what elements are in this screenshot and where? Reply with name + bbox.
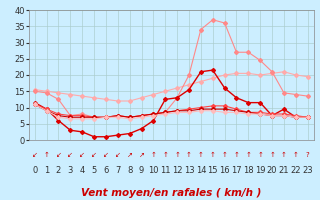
Text: ↙: ↙ <box>79 152 85 158</box>
Text: 21: 21 <box>279 166 289 175</box>
Text: ↑: ↑ <box>281 152 287 158</box>
Text: ↗: ↗ <box>127 152 132 158</box>
Text: ↙: ↙ <box>32 152 38 158</box>
Text: ↑: ↑ <box>269 152 275 158</box>
Text: ?: ? <box>306 152 309 158</box>
Text: ↑: ↑ <box>162 152 168 158</box>
Text: 10: 10 <box>148 166 159 175</box>
Text: ↑: ↑ <box>174 152 180 158</box>
Text: 9: 9 <box>139 166 144 175</box>
Text: 12: 12 <box>172 166 182 175</box>
Text: 16: 16 <box>219 166 230 175</box>
Text: ↑: ↑ <box>198 152 204 158</box>
Text: 8: 8 <box>127 166 132 175</box>
Text: 6: 6 <box>103 166 108 175</box>
Text: ↑: ↑ <box>293 152 299 158</box>
Text: 22: 22 <box>291 166 301 175</box>
Text: 7: 7 <box>115 166 121 175</box>
Text: 1: 1 <box>44 166 49 175</box>
Text: 2: 2 <box>56 166 61 175</box>
Text: ↑: ↑ <box>222 152 228 158</box>
Text: 20: 20 <box>267 166 277 175</box>
Text: ↙: ↙ <box>103 152 109 158</box>
Text: 17: 17 <box>231 166 242 175</box>
Text: 23: 23 <box>302 166 313 175</box>
Text: ↙: ↙ <box>91 152 97 158</box>
Text: ↑: ↑ <box>245 152 251 158</box>
Text: 19: 19 <box>255 166 266 175</box>
Text: ↗: ↗ <box>139 152 144 158</box>
Text: ↑: ↑ <box>186 152 192 158</box>
Text: ↑: ↑ <box>257 152 263 158</box>
Text: 11: 11 <box>160 166 171 175</box>
Text: ↑: ↑ <box>234 152 239 158</box>
Text: 15: 15 <box>207 166 218 175</box>
Text: 4: 4 <box>80 166 85 175</box>
Text: 13: 13 <box>184 166 194 175</box>
Text: ↙: ↙ <box>56 152 61 158</box>
Text: ↑: ↑ <box>210 152 216 158</box>
Text: 18: 18 <box>243 166 254 175</box>
Text: ↑: ↑ <box>150 152 156 158</box>
Text: 0: 0 <box>32 166 37 175</box>
Text: 3: 3 <box>68 166 73 175</box>
Text: ↙: ↙ <box>68 152 73 158</box>
Text: ↙: ↙ <box>115 152 121 158</box>
Text: ↑: ↑ <box>44 152 50 158</box>
Text: 14: 14 <box>196 166 206 175</box>
Text: Vent moyen/en rafales ( km/h ): Vent moyen/en rafales ( km/h ) <box>81 188 261 198</box>
Text: 5: 5 <box>92 166 97 175</box>
